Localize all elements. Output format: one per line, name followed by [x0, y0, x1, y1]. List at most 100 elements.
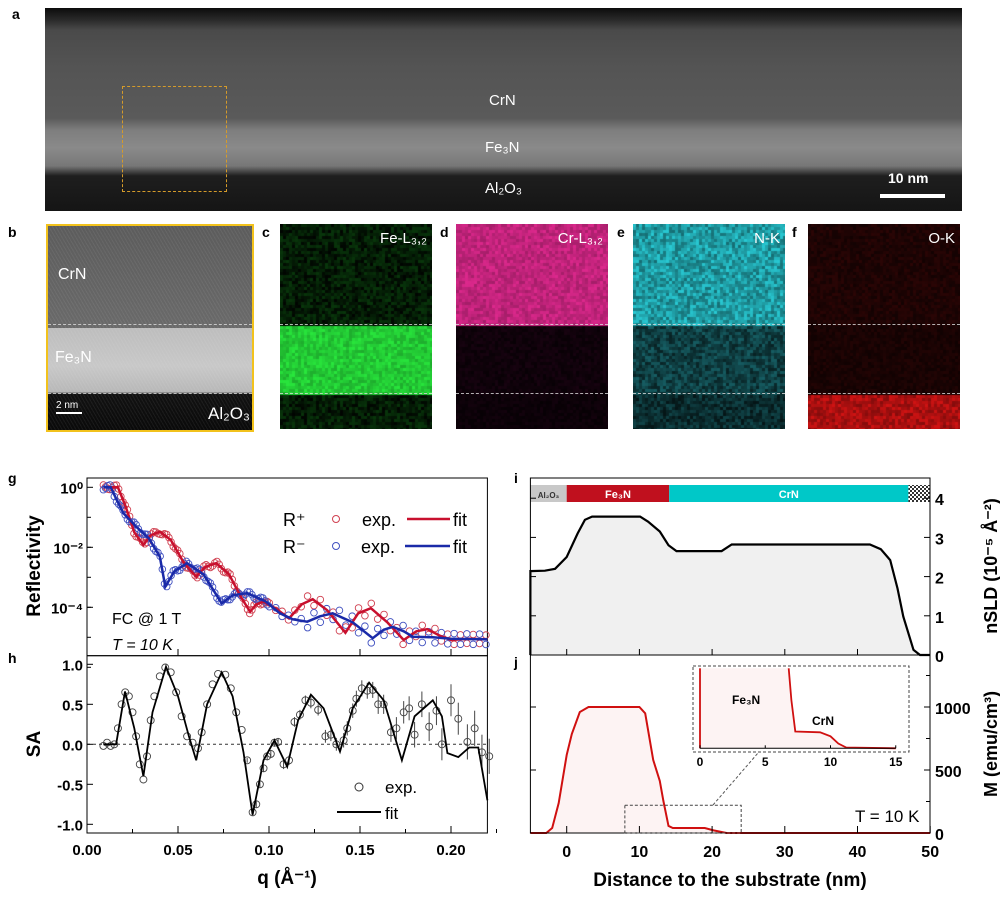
layer-bar-segment [669, 485, 909, 502]
sa-exp-point [259, 764, 268, 773]
sa-exp-point [410, 730, 419, 739]
r-minus-exp-point [99, 485, 108, 494]
panel-letter-d: d [440, 224, 449, 240]
r-plus-exp-point [310, 601, 318, 610]
o-map-canvas [808, 224, 960, 429]
m-area-fill [530, 707, 931, 833]
scale-bar-label: 10 nm [888, 170, 929, 186]
scale-bar [56, 412, 82, 414]
sa-exp-point [485, 752, 494, 761]
y-tick-label-g: 10⁰ [60, 480, 83, 497]
sa-exp-point [399, 708, 408, 717]
eels-map-cr: Cr-L₃,₂ [456, 224, 608, 429]
x-axis-label-q: q (Å⁻¹) [257, 868, 317, 889]
annotation-temperature: T = 10 K [112, 637, 174, 654]
sa-exp-point [106, 741, 115, 750]
label-crn: CrN [58, 266, 87, 283]
sa-exp-point [374, 700, 383, 709]
inset-label-fe3n: Fe₃N [732, 693, 760, 707]
interface-line [48, 324, 252, 325]
inset-label-crn: CrN [812, 714, 834, 728]
y-tick-label-h: 1.0 [62, 657, 83, 674]
sa-fit-line [103, 663, 489, 815]
inset-connector [712, 752, 759, 806]
panel-letter-j: j [514, 654, 518, 670]
map-label-o: O-K [928, 230, 955, 247]
label-fe3n: Fe₃N [55, 349, 92, 366]
r-plus-exp-point [367, 599, 376, 608]
n-map-canvas [633, 224, 785, 429]
sa-exp-point [314, 705, 323, 714]
r-plus-exp-point [380, 610, 388, 619]
r-minus-exp-point [380, 631, 388, 640]
layer-bar-segment [530, 485, 567, 502]
r-plus-exp-point [450, 640, 458, 649]
sa-exp-point [172, 688, 181, 697]
legend-exp-label: exp. [362, 510, 396, 530]
r-minus-exp-point [373, 624, 382, 633]
eels-map-fe: Fe-L₃,₂ [280, 224, 432, 429]
inset-x-tick-label: 10 [824, 755, 838, 769]
r-minus-exp-point [367, 639, 376, 647]
inset-x-tick-label: 0 [697, 755, 704, 769]
r-plus-exp-point [211, 559, 219, 567]
legend-exp-label: exp. [361, 537, 395, 557]
sa-exp-point [321, 732, 330, 741]
r-plus-exp-point [354, 604, 363, 612]
x-tick-label-j: 0 [562, 844, 571, 861]
sa-exp-point [454, 714, 463, 723]
scale-bar-label: 2 nm [56, 400, 79, 411]
r-plus-exp-point [303, 592, 312, 600]
r-plus-exp-point [361, 612, 369, 620]
nsld-area-fill [530, 516, 931, 655]
y-tick-label-h: -0.5 [57, 777, 83, 794]
interface-line [808, 393, 960, 394]
inset-area-fill [700, 668, 896, 749]
interface-line [48, 393, 252, 394]
y-axis-label-reflectivity: Reflectivity [24, 515, 45, 617]
r-minus-fit-line [103, 486, 488, 641]
y-tick-label-h: -1.0 [57, 817, 83, 834]
label-al2o3: Al₂O₃ [208, 404, 250, 423]
y-tick-label-i: 2 [935, 571, 944, 588]
r-minus-exp-point [469, 640, 477, 649]
legend-marker-r-plus-exp [332, 515, 340, 523]
sa-exp-point [237, 725, 246, 734]
r-minus-exp-point [418, 638, 426, 647]
y-tick-label-i: 3 [935, 531, 944, 548]
fe-map-canvas [280, 224, 432, 429]
y-tick-label-i: 1 [935, 610, 944, 627]
r-minus-exp-point [310, 609, 318, 617]
sa-exp-point [405, 704, 414, 713]
y-tick-label-g: 10⁻⁴ [51, 600, 83, 617]
y-tick-label-j: 0 [935, 827, 944, 844]
y-axis-label-sa: SA [24, 731, 45, 758]
y-tick-label-g: 10⁻² [53, 540, 83, 557]
inset-x-tick-label: 15 [889, 755, 903, 769]
y-tick-label-j: 1000 [935, 701, 971, 718]
legend-fit-label: fit [453, 537, 467, 557]
x-tick-label-j: 30 [776, 844, 794, 861]
r-minus-exp-point [204, 577, 212, 586]
label-al2o3: Al₂O₃ [485, 180, 522, 197]
cr-map-canvas [456, 224, 608, 429]
r-plus-exp-point [399, 640, 407, 649]
x-tick-label-h: 0.05 [163, 842, 192, 859]
stem-image-overview: CrN Fe₃N Al₂O₃ 10 nm [45, 8, 962, 211]
scale-bar [880, 194, 945, 198]
zoom-region-box [122, 86, 227, 192]
sa-exp-point [463, 737, 472, 746]
eels-map-o: O-K [808, 224, 960, 429]
y-tick-label-i: 0 [935, 649, 944, 666]
legend-r-minus: R⁻ [283, 537, 306, 557]
map-label-cr: Cr-L₃,₂ [557, 230, 603, 247]
y-tick-label-h: 0.5 [62, 697, 83, 714]
sa-exp-point [470, 724, 479, 733]
sa-exp-point [447, 696, 455, 705]
panel-letter-a: a [12, 6, 20, 22]
y-axis-label-m: M (emu/cm³) [981, 691, 1000, 797]
lattice-texture [48, 226, 252, 430]
r-minus-exp-point [361, 622, 369, 630]
y-tick-label-h: 0.0 [62, 737, 83, 754]
